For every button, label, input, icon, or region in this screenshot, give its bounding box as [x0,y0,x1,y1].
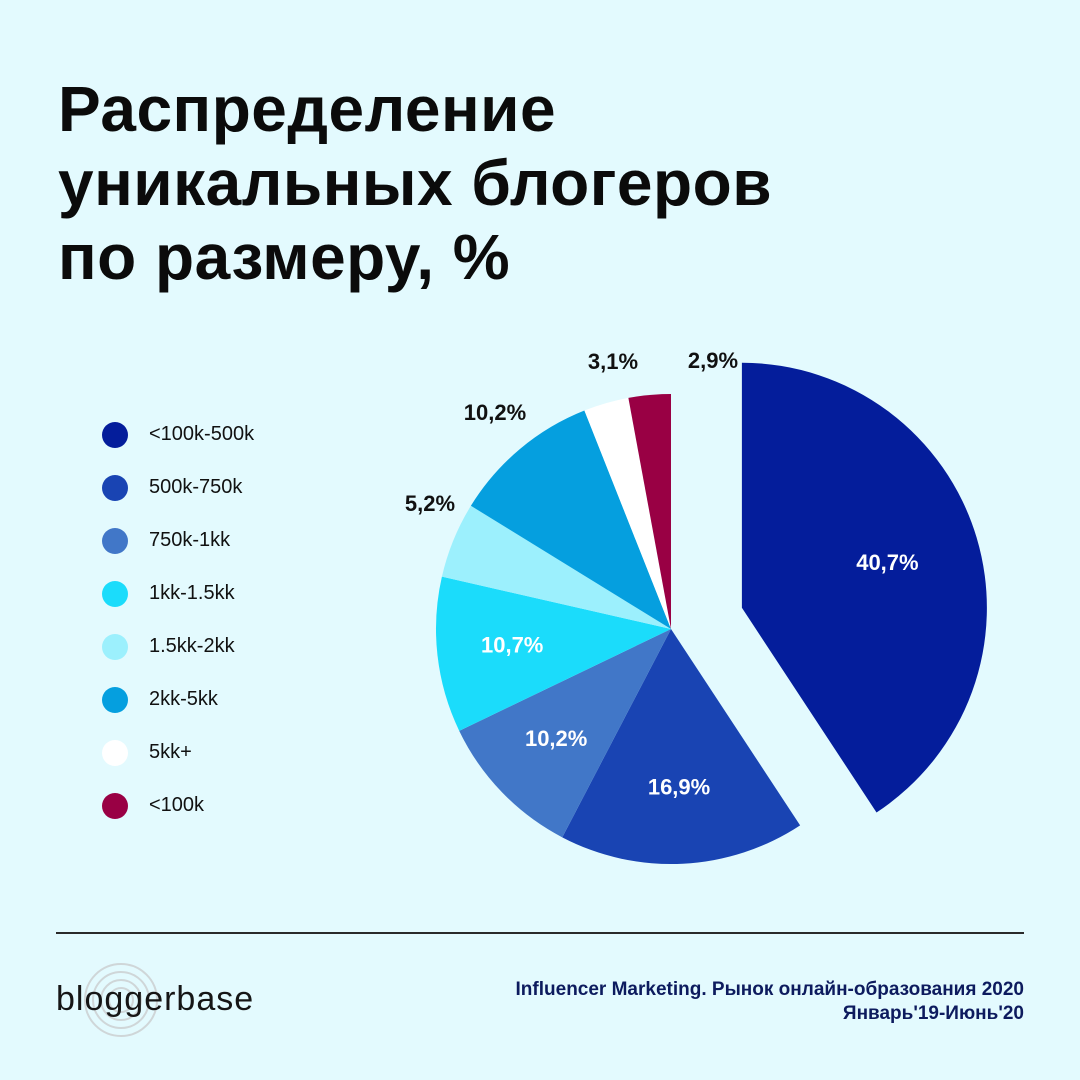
legend-label: <100k-500k [149,423,255,445]
pie-data-label: 10,2% [464,400,526,425]
pie-data-label: 10,7% [481,633,543,658]
pie-data-label: 5,2% [405,491,455,516]
source-line-2: Январь'19-Июнь'20 [842,1003,1024,1024]
pie-slice [470,410,671,629]
pie-data-label: 2,9% [688,348,738,373]
title-line-2: уникальных блогеров [58,147,773,219]
title-line-1: Распределение [58,73,557,145]
legend-swatch [102,474,128,501]
pie-data-label: 3,1% [588,349,638,374]
pie-slice [584,397,671,629]
pie-data-label: 16,9% [648,774,710,799]
legend-label: 500k-750k [149,476,243,498]
pie-data-label: 10,2% [525,726,587,751]
legend-swatch [102,580,128,607]
legend-label: <100k [149,794,205,816]
title-line-3: по размеру, % [58,221,511,293]
legend-swatch [102,633,128,660]
legend-item: 1.5kk-2kk [102,620,254,673]
legend-swatch [102,421,128,448]
legend-label: 5kk+ [149,741,192,763]
legend-label: 750k-1kk [149,529,231,551]
legend-swatch [102,792,128,819]
legend-item: 2kk-5kk [102,673,254,726]
legend-label: 1.5kk-2kk [149,635,235,657]
legend-label: 2kk-5kk [149,688,218,710]
chart-legend: <100k-500k 500k-750k 750k-1kk 1kk-1.5kk … [102,408,254,832]
pie-slice [441,505,671,629]
legend-item: 1kk-1.5kk [102,567,254,620]
source-line-1: Influencer Marketing. Рынок онлайн-образ… [515,979,1024,1000]
legend-item: 500k-750k [102,461,254,514]
bloggerbase-logo: bloggerbase [52,960,292,1040]
legend-item: 750k-1kk [102,514,254,567]
legend-item: <100k-500k [102,408,254,461]
pie-slice [741,362,987,813]
pie-slice [628,394,671,629]
pie-slice [435,576,671,731]
pie-data-label: 40,7% [856,550,918,575]
pie-slice [459,629,671,838]
legend-swatch [102,527,128,554]
pie-slice [562,629,801,864]
footer-divider [56,932,1024,934]
legend-item: <100k [102,779,254,832]
legend-item: 5kk+ [102,726,254,779]
logo-text: bloggerbase [56,980,255,1018]
logo-rings-icon [84,963,158,1037]
legend-swatch [102,686,128,713]
chart-title: Распределение уникальных блогеров по раз… [58,72,772,294]
legend-swatch [102,739,128,766]
source-note: Influencer Marketing. Рынок онлайн-образ… [516,978,1024,1026]
legend-label: 1kk-1.5kk [149,582,235,604]
